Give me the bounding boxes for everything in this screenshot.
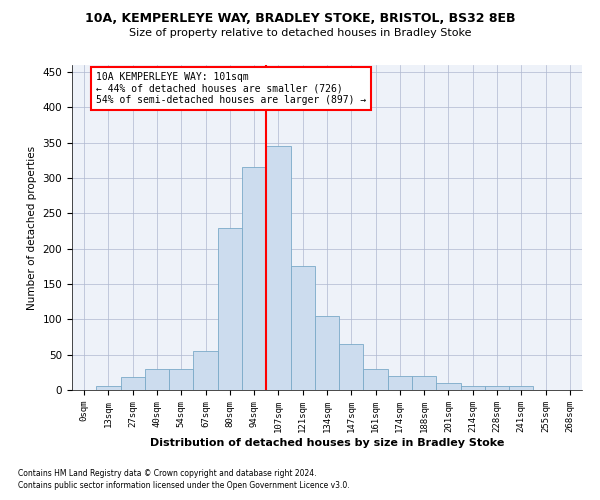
Bar [121, 378, 145, 390]
Bar [388, 376, 412, 390]
Bar [242, 168, 266, 390]
Bar [339, 344, 364, 390]
Bar [364, 369, 388, 390]
Bar [218, 228, 242, 390]
Bar [96, 386, 121, 390]
Text: 10A KEMPERLEYE WAY: 101sqm
← 44% of detached houses are smaller (726)
54% of sem: 10A KEMPERLEYE WAY: 101sqm ← 44% of deta… [96, 72, 367, 106]
Bar [290, 266, 315, 390]
Bar [436, 383, 461, 390]
Bar [315, 316, 339, 390]
Bar [461, 386, 485, 390]
Y-axis label: Number of detached properties: Number of detached properties [27, 146, 37, 310]
Bar [145, 369, 169, 390]
Text: Contains HM Land Registry data © Crown copyright and database right 2024.: Contains HM Land Registry data © Crown c… [18, 468, 317, 477]
Bar [412, 376, 436, 390]
Text: Contains public sector information licensed under the Open Government Licence v3: Contains public sector information licen… [18, 481, 350, 490]
Bar [509, 386, 533, 390]
Bar [193, 351, 218, 390]
X-axis label: Distribution of detached houses by size in Bradley Stoke: Distribution of detached houses by size … [150, 438, 504, 448]
Bar [266, 146, 290, 390]
Bar [485, 386, 509, 390]
Text: Size of property relative to detached houses in Bradley Stoke: Size of property relative to detached ho… [129, 28, 471, 38]
Text: 10A, KEMPERLEYE WAY, BRADLEY STOKE, BRISTOL, BS32 8EB: 10A, KEMPERLEYE WAY, BRADLEY STOKE, BRIS… [85, 12, 515, 26]
Bar [169, 369, 193, 390]
